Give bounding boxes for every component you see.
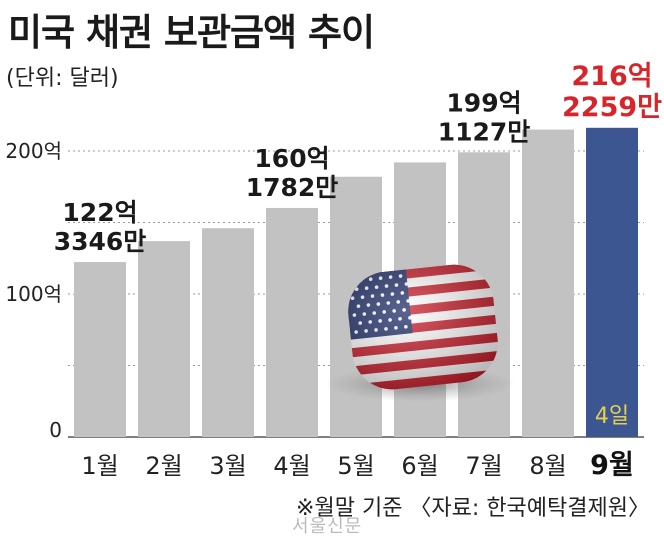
source-footnote: ※월말 기준 〈자료: 한국예탁결제원〉 <box>296 496 650 521</box>
data-label: 160억 <box>254 144 329 173</box>
bar-inner-label: 4일 <box>595 404 629 429</box>
bar <box>202 228 254 437</box>
watermark: 서울신문 <box>292 516 363 537</box>
bar <box>138 241 190 437</box>
x-tick-label: 4월 <box>273 452 310 480</box>
bar <box>266 207 318 437</box>
data-label: 3346만 <box>54 227 147 256</box>
data-label: 199억 <box>446 88 521 117</box>
highlight-bar <box>586 127 638 437</box>
y-tick-label: 200억 <box>5 139 62 163</box>
y-tick-label: 0 <box>49 418 62 442</box>
us-flag-illustration <box>324 260 516 402</box>
y-tick-label: 100억 <box>5 282 62 306</box>
data-label: 1782만 <box>246 173 339 202</box>
x-tick-label: 9월 <box>590 450 634 481</box>
unit-label: (단위: 달러) <box>6 66 119 91</box>
x-tick-label: 2월 <box>145 452 182 480</box>
x-tick-label: 5월 <box>337 452 374 480</box>
x-tick-label: 7월 <box>465 452 502 480</box>
bar <box>522 129 574 438</box>
x-tick-label: 1월 <box>81 452 118 480</box>
x-tick-label: 8월 <box>529 452 566 480</box>
x-tick-label: 6월 <box>401 452 438 480</box>
chart-title: 미국 채권 보관금액 추이 <box>8 11 375 54</box>
data-label: 2259만 <box>562 92 662 123</box>
data-label: 216억 <box>571 61 652 92</box>
bar <box>74 262 126 437</box>
x-tick-label: 3월 <box>209 452 246 480</box>
data-label: 1127만 <box>438 117 531 146</box>
data-label: 122억 <box>62 198 137 227</box>
